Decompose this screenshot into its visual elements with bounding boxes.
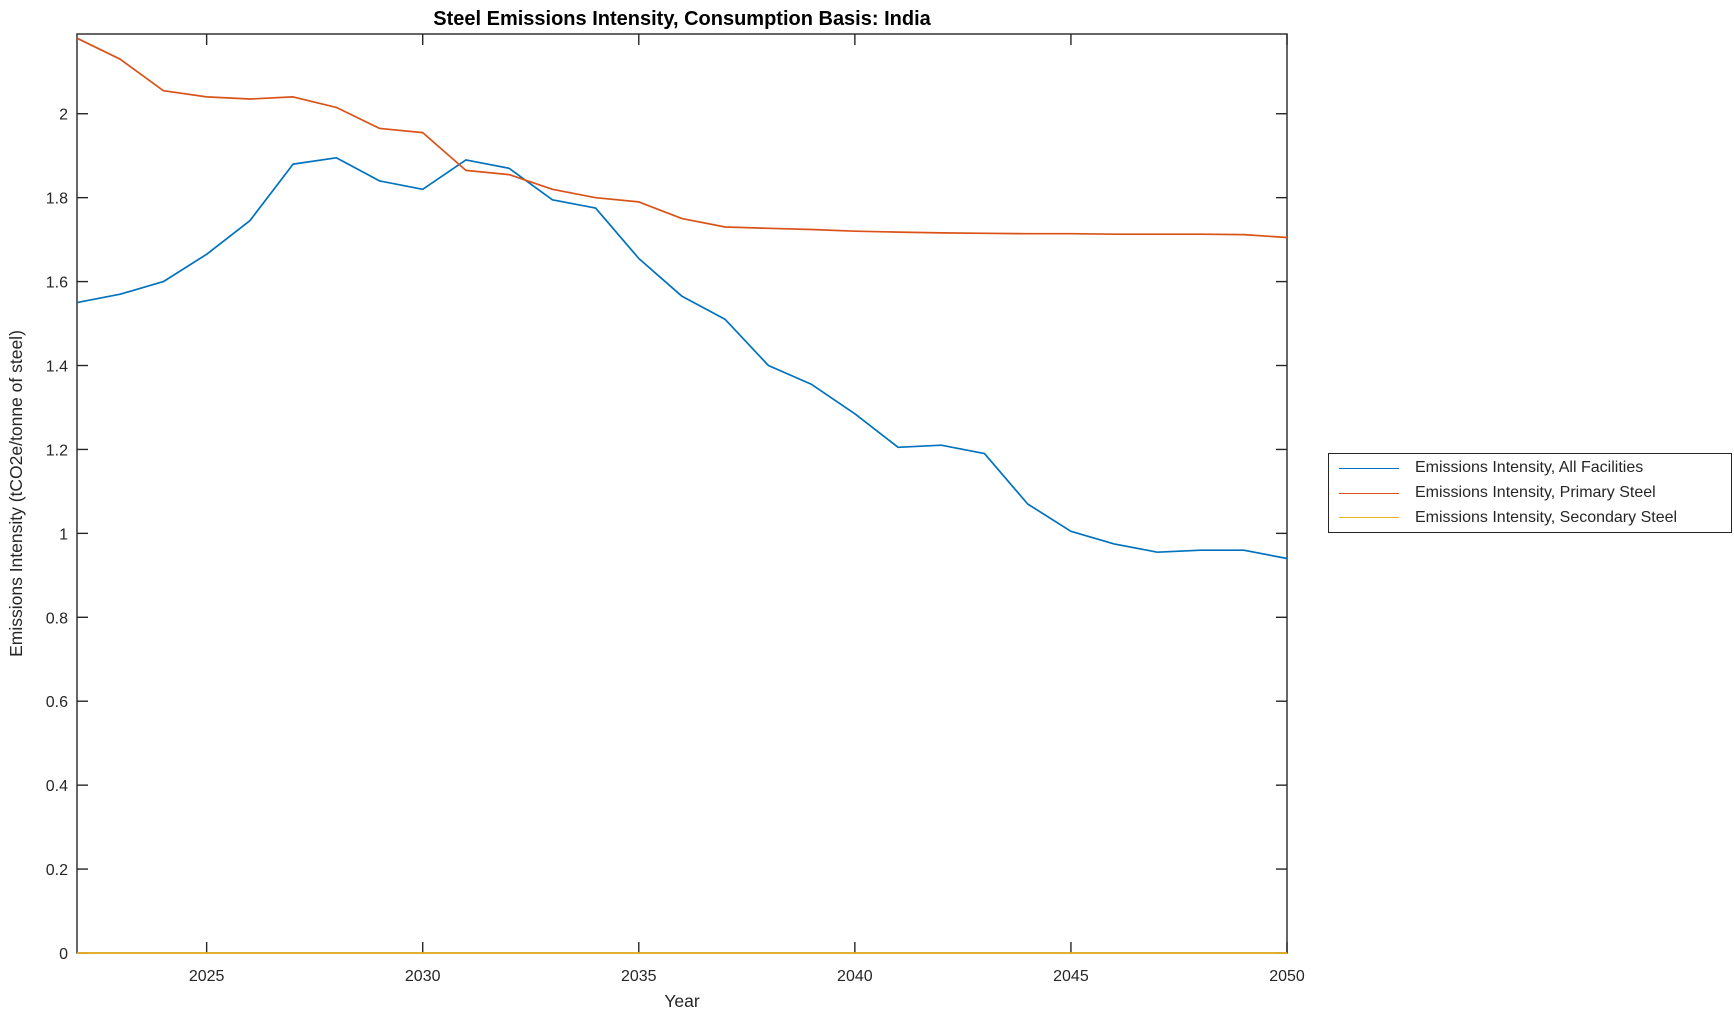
all-facilities-line-sample [1339,467,1399,469]
y-axis-label: Emissions Intensity (tCO2e/tonne of stee… [6,330,26,657]
chart-title: Steel Emissions Intensity, Consumption B… [433,8,931,30]
legend: Emissions Intensity, All Facilities Emis… [1328,453,1732,533]
legend-label: Emissions Intensity, All Facilities [1415,459,1644,477]
svg-text:2035: 2035 [621,968,657,985]
svg-text:0.8: 0.8 [46,610,68,627]
svg-text:2045: 2045 [1053,968,1089,985]
legend-item-primary-steel: Emissions Intensity, Primary Steel [1329,483,1731,504]
legend-label: Emissions Intensity, Secondary Steel [1415,508,1678,526]
legend-label: Emissions Intensity, Primary Steel [1415,484,1656,501]
svg-text:0.6: 0.6 [46,694,68,711]
svg-text:1.8: 1.8 [46,191,68,208]
svg-text:2030: 2030 [405,968,441,985]
plot-area [76,33,1288,954]
svg-text:2050: 2050 [1269,968,1305,985]
svg-text:1: 1 [59,526,68,543]
svg-text:2025: 2025 [189,968,225,985]
svg-text:0: 0 [59,946,68,963]
axis-ticks [77,34,1288,954]
axis-tick-labels: 2025 2030 2035 2040 2045 2050 0 0.2 0.4 0.6 0.8 1 1.… [46,107,1305,985]
secondary-steel-line-sample [1339,517,1399,519]
series-lines [76,37,1288,954]
primary-steel-line-sample [1339,492,1399,494]
svg-text:2: 2 [59,107,68,124]
legend-item-all-facilities: Emissions Intensity, All Facilities [1329,458,1731,479]
legend-item-secondary-steel: Emissions Intensity, Secondary Steel [1329,507,1731,528]
x-axis-label: Year [664,991,700,1011]
svg-text:0.4: 0.4 [46,778,68,795]
svg-text:1.2: 1.2 [46,442,68,459]
svg-text:2040: 2040 [837,968,873,985]
svg-text:0.2: 0.2 [46,862,68,879]
svg-text:1.4: 1.4 [46,359,68,376]
svg-text:1.6: 1.6 [46,275,68,292]
